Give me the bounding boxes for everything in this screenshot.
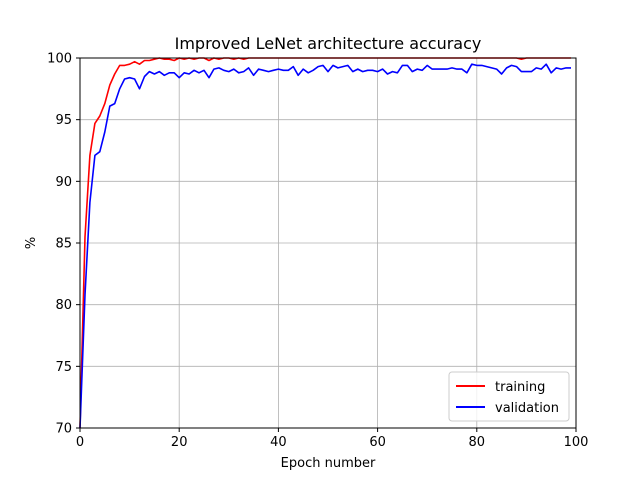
axis-ticks: 0 20 40 60 80 100 70 75 80 85 90 95 100 — [47, 52, 588, 451]
x-tick-label: 80 — [469, 435, 486, 450]
legend-label-training: training — [495, 380, 545, 395]
y-tick-label: 90 — [55, 175, 72, 190]
y-axis-label: % — [24, 237, 39, 249]
y-tick-label: 70 — [55, 422, 72, 437]
legend-label-validation: validation — [495, 401, 559, 416]
x-tick-label: 40 — [270, 435, 287, 450]
y-tick-label: 95 — [55, 113, 72, 128]
y-tick-label: 75 — [55, 360, 72, 375]
x-tick-label: 60 — [369, 435, 386, 450]
x-tick-label: 100 — [564, 435, 589, 450]
y-tick-label: 80 — [55, 298, 72, 313]
y-tick-label: 100 — [47, 52, 72, 67]
x-tick-label: 0 — [76, 435, 84, 450]
grid-lines — [79, 57, 577, 429]
x-tick-label: 20 — [171, 435, 188, 450]
chart-title: Improved LeNet architecture accuracy — [175, 34, 482, 53]
series-line-validation — [79, 63, 571, 429]
x-axis-label: Epoch number — [281, 456, 376, 471]
y-tick-label: 85 — [55, 237, 72, 252]
legend-box — [448, 371, 570, 422]
legend: training validation — [448, 371, 570, 422]
